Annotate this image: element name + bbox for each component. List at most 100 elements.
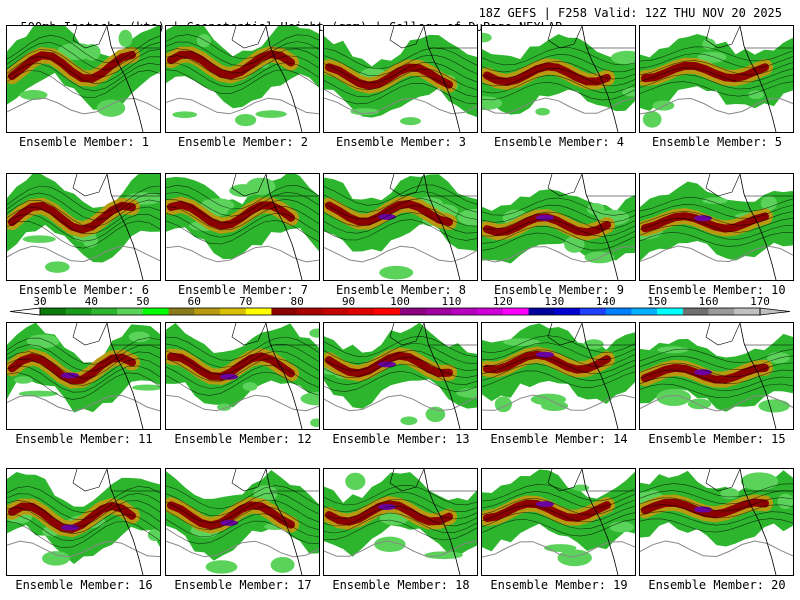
isotach-field [640, 26, 793, 132]
ensemble-member-label: Ensemble Member: 6 [18, 283, 150, 297]
colorbar-segment [451, 308, 478, 315]
colorbar-tick-label: 60 [187, 295, 201, 308]
ensemble-member-map [481, 322, 636, 430]
colorbar-segment [271, 308, 298, 315]
ensemble-member-map [6, 468, 161, 576]
colorbar-tick-label: 70 [239, 295, 253, 308]
ensemble-member-map [481, 25, 636, 133]
colorbar-segment [708, 308, 735, 315]
isotach-field [324, 26, 477, 132]
isotach-field [166, 174, 319, 280]
ensemble-member-map [165, 173, 320, 281]
ensemble-member-label: Ensemble Member: 17 [174, 578, 312, 592]
colorbar-strip [9, 307, 791, 316]
isotach-field [324, 174, 477, 280]
colorbar-segment [91, 308, 118, 315]
ensemble-member-label: Ensemble Member: 8 [335, 283, 467, 297]
colorbar-segment [400, 308, 427, 315]
colorbar-tick-label: 170 [750, 295, 770, 308]
isotach-field [7, 174, 160, 280]
colorbar-segment [117, 308, 144, 315]
colorbar-segment [220, 308, 247, 315]
colorbar-tick-label: 40 [84, 295, 99, 308]
colorbar-segment [40, 308, 67, 315]
colorbar-tick-label: 100 [390, 295, 410, 308]
ensemble-member-label: Ensemble Member: 2 [177, 135, 309, 149]
colorbar-segment [168, 308, 195, 315]
colorbar-tick-label: 50 [136, 295, 150, 308]
ensemble-member-map [323, 25, 478, 133]
ensemble-member-label: Ensemble Member: 9 [493, 283, 625, 297]
isotach-field [640, 174, 793, 280]
ensemble-member-map [639, 173, 794, 281]
colorbar-segment [605, 308, 632, 315]
ensemble-member-label: Ensemble Member: 16 [15, 578, 153, 592]
ensemble-member-map [323, 322, 478, 430]
colorbar-tick-label: 110 [441, 295, 462, 308]
ensemble-member-map [481, 173, 636, 281]
colorbar-segment [580, 308, 607, 315]
ensemble-member-label: Ensemble Member: 13 [332, 432, 470, 446]
colorbar-tick-label: 90 [341, 295, 356, 308]
isotach-field [166, 323, 319, 429]
colorbar-segment [682, 308, 709, 315]
ensemble-member-label: Ensemble Member: 1 [18, 135, 150, 149]
isotach-field [7, 26, 160, 132]
ensemble-member-label: Ensemble Member: 7 [177, 283, 309, 297]
colorbar-segment [502, 308, 529, 315]
isotach-field [324, 469, 477, 575]
isotach-field [7, 323, 160, 429]
map-header: 500mb Isotachs (kts) | Geopotential Heig… [6, 6, 796, 34]
colorbar-segment [734, 308, 761, 315]
ensemble-member-label: Ensemble Member: 19 [490, 578, 628, 592]
ensemble-member-label: Ensemble Member: 18 [332, 578, 470, 592]
colorbar-tick-label: 120 [492, 295, 513, 308]
isotach-field [482, 469, 635, 575]
ensemble-member-label: Ensemble Member: 11 [15, 432, 153, 446]
colorbar-segment [322, 308, 349, 315]
ensemble-member-map [6, 173, 161, 281]
ensemble-member-label: Ensemble Member: 15 [648, 432, 786, 446]
colorbar-segment [65, 308, 92, 315]
isotach-field [166, 469, 319, 575]
ensemble-member-label: Ensemble Member: 12 [174, 432, 312, 446]
colorbar-segment [194, 308, 221, 315]
isotach-field [482, 26, 635, 132]
ensemble-member-map [639, 322, 794, 430]
ensemble-member-map [165, 25, 320, 133]
ensemble-member-map [6, 25, 161, 133]
colorbar-tick-label: 140 [595, 295, 616, 308]
ensemble-member-map [323, 468, 478, 576]
ensemble-member-label: Ensemble Member: 10 [648, 283, 786, 297]
ensemble-member-map [6, 322, 161, 430]
ensemble-member-label: Ensemble Member: 3 [335, 135, 467, 149]
ensemble-member-map [639, 468, 794, 576]
isotach-field [7, 469, 160, 575]
ensemble-member-map [323, 173, 478, 281]
isotach-field [640, 469, 793, 575]
isotach-colorbar: 30 40 50 60 70 80 90 100 110 120 130 140 150 160 170 [0, 296, 800, 320]
header-valid-time: 18Z GEFS | F258 Valid: 12Z THU NOV 20 20… [478, 6, 782, 20]
isotach-field [324, 323, 477, 429]
ensemble-member-map [165, 468, 320, 576]
isotach-field [166, 26, 319, 132]
colorbar-segment [477, 308, 504, 315]
ensemble-member-map [481, 468, 636, 576]
isotach-field [482, 323, 635, 429]
colorbar-segment [297, 308, 324, 315]
colorbar-segment [631, 308, 658, 315]
colorbar-segment [657, 308, 684, 315]
isotach-field [640, 323, 793, 429]
colorbar-segment [528, 308, 555, 315]
isotach-field [482, 174, 635, 280]
ensemble-member-label: Ensemble Member: 14 [490, 432, 628, 446]
colorbar-tick-label: 160 [698, 295, 719, 308]
colorbar-tick-label: 30 [33, 295, 47, 308]
ensemble-member-label: Ensemble Member: 20 [648, 578, 786, 592]
colorbar-tick-label: 80 [290, 295, 304, 308]
ensemble-member-label: Ensemble Member: 5 [651, 135, 783, 149]
ensemble-member-label: Ensemble Member: 4 [493, 135, 625, 149]
colorbar-segment [142, 308, 169, 315]
ensemble-member-map [639, 25, 794, 133]
colorbar-tick-label: 130 [544, 295, 565, 308]
